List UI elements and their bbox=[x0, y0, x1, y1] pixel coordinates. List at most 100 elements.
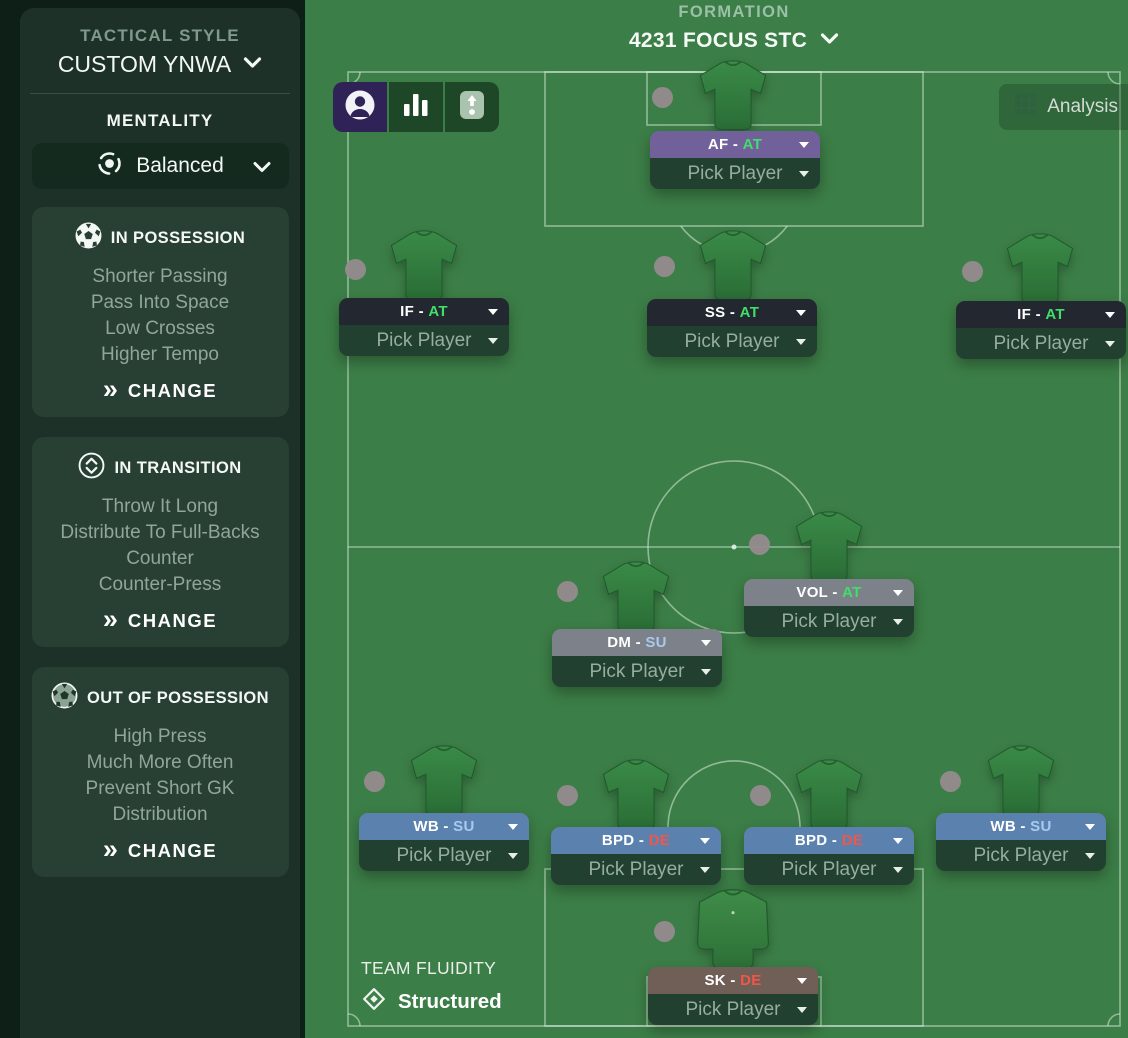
team-fluidity-value: Structured bbox=[398, 989, 502, 1013]
pick-player-label: Pick Player bbox=[993, 332, 1089, 354]
position-dot-cb-left bbox=[556, 784, 578, 806]
jersey-am-center[interactable] bbox=[690, 224, 776, 308]
formation-header: FORMATION 4231 FOCUS STC bbox=[560, 3, 908, 53]
pick-player-label: Pick Player bbox=[396, 844, 492, 866]
pick-player-dropdown-am-left[interactable]: Pick Player bbox=[339, 325, 509, 356]
transition-circle-icon bbox=[78, 452, 105, 484]
dropdown-arrow-icon bbox=[508, 823, 518, 830]
pick-player-dropdown-striker[interactable]: Pick Player bbox=[650, 158, 820, 189]
role-dropdown-cb-right[interactable]: BPD - DE bbox=[744, 827, 914, 854]
chevron-down-icon bbox=[253, 160, 271, 178]
role-dropdown-am-left[interactable]: IF - AT bbox=[339, 298, 509, 325]
jersey-wb-right[interactable] bbox=[978, 739, 1064, 823]
role-dropdown-am-right[interactable]: IF - AT bbox=[956, 301, 1126, 328]
instruction-item: Low Crosses bbox=[105, 318, 215, 339]
player-view-button[interactable] bbox=[333, 82, 387, 132]
jersey-am-left[interactable] bbox=[381, 224, 467, 308]
set-piece-view-button[interactable] bbox=[445, 82, 499, 132]
divider bbox=[30, 93, 290, 94]
pick-player-label: Pick Player bbox=[376, 329, 472, 351]
change-button[interactable]: » CHANGE bbox=[102, 834, 218, 864]
instruction-item: Distribute To Full-Backs bbox=[60, 522, 260, 543]
jersey-wb-left[interactable] bbox=[401, 739, 487, 823]
role-dropdown-wb-left[interactable]: WB - SU bbox=[359, 813, 529, 840]
player-icon bbox=[343, 88, 377, 127]
jersey-am-right[interactable] bbox=[997, 227, 1083, 311]
dropdown-arrow-icon bbox=[700, 837, 710, 844]
jersey-striker[interactable] bbox=[690, 54, 776, 138]
role-code: BPD - bbox=[794, 832, 838, 849]
dropdown-arrow-icon bbox=[1085, 823, 1095, 830]
position-dot-striker bbox=[651, 86, 673, 108]
position-dot-cb-right bbox=[749, 784, 771, 806]
jersey-dm[interactable] bbox=[593, 555, 679, 639]
dropdown-arrow-icon bbox=[893, 618, 903, 625]
dropdown-arrow-icon bbox=[508, 852, 518, 859]
out-of-possession-items: High Press Much More Often Prevent Short G… bbox=[52, 724, 269, 828]
mentality-value: Balanced bbox=[136, 154, 224, 177]
formation-label: FORMATION bbox=[678, 3, 790, 21]
chevron-down-icon bbox=[243, 56, 262, 74]
stats-view-button[interactable] bbox=[389, 82, 443, 132]
pick-player-dropdown-dm[interactable]: Pick Player bbox=[552, 656, 722, 687]
jersey-cb-right[interactable] bbox=[786, 753, 872, 837]
duty-code: DE bbox=[644, 832, 671, 849]
instruction-item: Counter-Press bbox=[98, 574, 222, 595]
pick-player-dropdown-cb-right[interactable]: Pick Player bbox=[744, 854, 914, 885]
pick-player-dropdown-cb-left[interactable]: Pick Player bbox=[551, 854, 721, 885]
pick-player-label: Pick Player bbox=[973, 844, 1069, 866]
role-dropdown-dm[interactable]: DM - SU bbox=[552, 629, 722, 656]
role-code: SK - bbox=[704, 972, 736, 989]
role-dropdown-striker[interactable]: AF - AT bbox=[650, 131, 820, 158]
position-unit-am-center: SS - AT Pick Player bbox=[647, 299, 817, 357]
role-dropdown-gk[interactable]: SK - DE bbox=[648, 967, 818, 994]
instruction-item: Higher Tempo bbox=[101, 344, 219, 365]
duty-code: DE bbox=[837, 832, 864, 849]
position-unit-vol: VOL - AT Pick Player bbox=[744, 579, 914, 637]
dropdown-arrow-icon bbox=[1105, 311, 1115, 318]
pick-player-dropdown-wb-right[interactable]: Pick Player bbox=[936, 840, 1106, 871]
pick-player-label: Pick Player bbox=[781, 610, 877, 632]
pick-player-dropdown-am-center[interactable]: Pick Player bbox=[647, 326, 817, 357]
center-spot bbox=[731, 544, 737, 550]
tactical-style-value: CUSTOM YNWA bbox=[57, 51, 232, 77]
change-button[interactable]: » CHANGE bbox=[102, 374, 218, 404]
role-code: SS - bbox=[704, 304, 736, 321]
out-of-possession-title: OUT OF POSSESSION bbox=[87, 688, 269, 707]
instruction-item: Throw It Long bbox=[101, 496, 219, 517]
jersey-vol[interactable] bbox=[786, 505, 872, 589]
in-possession-card: IN POSSESSION Shorter Passing Pass Into S… bbox=[31, 207, 289, 417]
mentality-dropdown[interactable]: Balanced bbox=[31, 143, 289, 189]
role-dropdown-wb-right[interactable]: WB - SU bbox=[936, 813, 1106, 840]
role-dropdown-cb-left[interactable]: BPD - DE bbox=[551, 827, 721, 854]
analysis-button[interactable]: Analysis bbox=[999, 84, 1128, 130]
tactical-style-label: TACTICAL STYLE bbox=[80, 26, 240, 45]
position-dot-am-left bbox=[344, 258, 366, 280]
soccer-ball-filled-icon bbox=[51, 682, 78, 714]
duty-code: AT bbox=[837, 584, 862, 601]
position-dot-gk bbox=[653, 920, 675, 942]
instruction-item: Counter bbox=[126, 548, 194, 569]
role-dropdown-am-center[interactable]: SS - AT bbox=[647, 299, 817, 326]
tactics-sidebar: TACTICAL STYLE CUSTOM YNWA MENTALITY Bal… bbox=[20, 8, 300, 1038]
pick-player-dropdown-vol[interactable]: Pick Player bbox=[744, 606, 914, 637]
role-dropdown-vol[interactable]: VOL - AT bbox=[744, 579, 914, 606]
in-transition-card: IN TRANSITION Throw It Long Distribute To… bbox=[31, 437, 289, 647]
position-unit-am-left: IF - AT Pick Player bbox=[339, 298, 509, 356]
pick-player-dropdown-wb-left[interactable]: Pick Player bbox=[359, 840, 529, 871]
formation-dropdown[interactable]: 4231 FOCUS STC bbox=[560, 29, 908, 53]
pick-player-label: Pick Player bbox=[588, 858, 684, 880]
chevron-down-icon bbox=[820, 32, 839, 50]
pick-player-dropdown-am-right[interactable]: Pick Player bbox=[956, 328, 1126, 359]
soccer-ball-outline-icon bbox=[75, 222, 102, 254]
jersey-cb-left[interactable] bbox=[593, 753, 679, 837]
pick-player-label: Pick Player bbox=[781, 858, 877, 880]
tactical-style-dropdown[interactable]: CUSTOM YNWA bbox=[20, 51, 300, 78]
pick-player-label: Pick Player bbox=[589, 660, 685, 682]
position-dot-vol bbox=[748, 533, 770, 555]
pick-player-label: Pick Player bbox=[687, 162, 783, 184]
team-fluidity: TEAM FLUIDITY Structured bbox=[361, 958, 502, 1017]
jersey-gk[interactable] bbox=[683, 884, 783, 977]
pick-player-dropdown-gk[interactable]: Pick Player bbox=[648, 994, 818, 1025]
change-button[interactable]: » CHANGE bbox=[102, 604, 218, 634]
